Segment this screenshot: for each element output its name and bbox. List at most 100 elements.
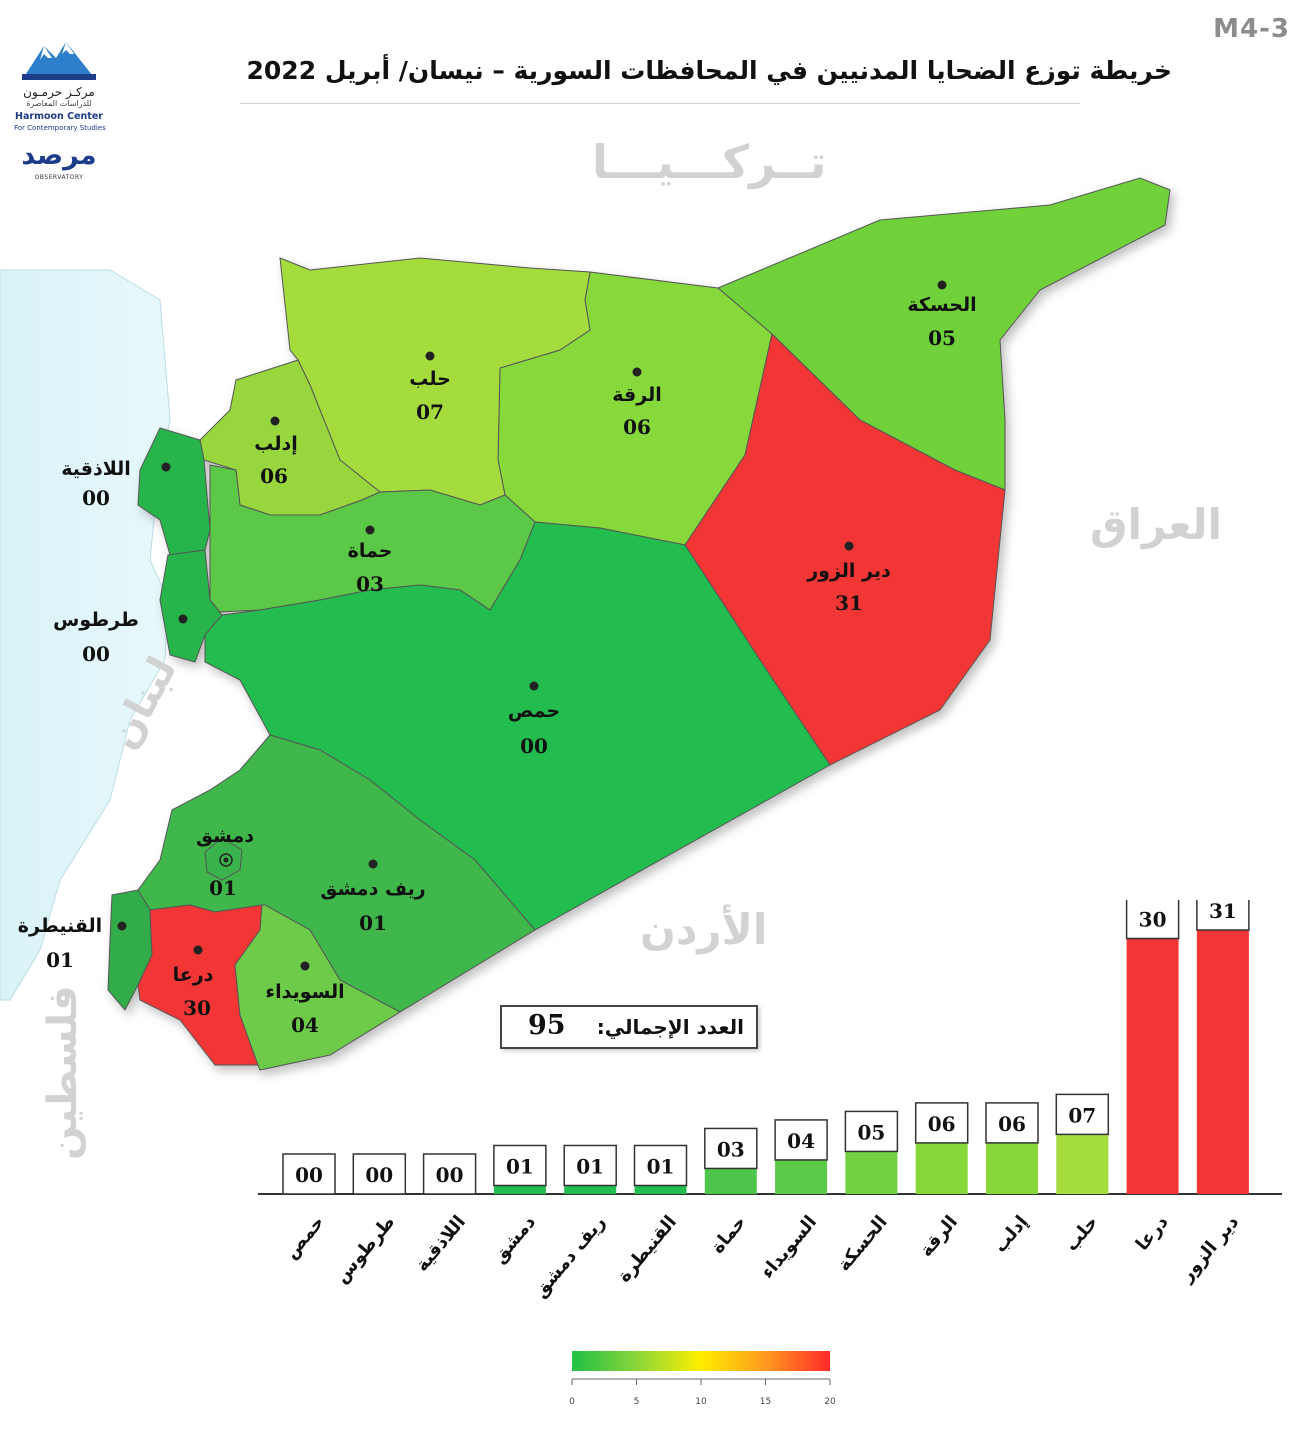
label-damascus-value: 01 <box>209 876 237 900</box>
bar-value-label: 06 <box>928 1112 956 1136</box>
region-damascus <box>204 837 243 881</box>
label-raqqa-name: الرقة <box>612 384 662 406</box>
harmoon-name-en: Harmoon Center <box>15 111 103 122</box>
bar-value-label: 04 <box>787 1129 815 1153</box>
bar <box>704 1168 757 1194</box>
color-scale-tick-label: 15 <box>759 1397 772 1407</box>
country-label-palestine: فلسطين <box>40 985 86 1160</box>
label-rif-dimashq-name: ريف دمشق <box>320 878 426 900</box>
label-quneitra-value: 01 <box>46 948 74 972</box>
label-damascus-name: دمشق <box>196 825 254 847</box>
country-label-jordan: الأردن <box>640 905 768 954</box>
label-rif-dimashq-value: 01 <box>359 911 387 935</box>
bar-value-box <box>914 1102 969 1144</box>
observatory-logo-en: OBSERVATORY <box>34 174 84 181</box>
bar-value-box <box>985 1102 1039 1144</box>
total-box <box>500 1005 758 1049</box>
bar-value-box <box>422 1153 477 1195</box>
label-idlib-value: 06 <box>260 464 288 488</box>
label-latakia-name: اللاذقية <box>61 458 131 480</box>
label-suwayda-name: السويداء <box>265 981 345 1003</box>
bar-value-box <box>704 1127 758 1170</box>
label-aleppo-name: حلب <box>409 368 451 390</box>
color-scale-legend <box>571 1351 831 1385</box>
bar-value-label: 05 <box>857 1120 885 1144</box>
bar <box>986 1142 1038 1194</box>
bar-value-box <box>563 1144 617 1187</box>
bar-chart: 00 00 00 01 01 01 03 04 05 06 06 07 30 31 <box>258 900 1282 1195</box>
bar-value-box <box>1196 900 1250 931</box>
color-scale-tick-label: 20 <box>824 1397 836 1407</box>
capital-dot-tartus <box>178 614 188 624</box>
capital-dot-rif-dimashq <box>368 859 378 869</box>
bar <box>493 1185 546 1194</box>
label-deir-ez-zor-name: دير الزور <box>807 560 891 582</box>
bar-value-label: 06 <box>998 1112 1026 1136</box>
bar-value-label: 00 <box>295 1163 323 1187</box>
bar-value-label: 00 <box>365 1163 393 1187</box>
bar <box>1056 1134 1109 1194</box>
label-deir-ez-zor-value: 31 <box>835 591 863 615</box>
harmoon-name-ar: مركـز حرمـون <box>23 85 95 99</box>
label-latakia-value: 00 <box>82 486 110 510</box>
bar-value-label: 07 <box>1068 1103 1096 1127</box>
region-homs <box>204 521 831 931</box>
page-title: خريطة توزع الضحايا المدنيين في المحافظات… <box>246 56 1172 85</box>
title-divider <box>240 103 1080 104</box>
total-value: 95 <box>528 1010 566 1041</box>
bar-value-box <box>844 1110 899 1153</box>
harmoon-logo <box>22 42 96 80</box>
capital-dot-quneitra <box>117 921 127 931</box>
label-daraa-name: درعا <box>172 964 214 986</box>
bar-value-label: 31 <box>1209 900 1237 923</box>
bar-value-label: 01 <box>576 1154 604 1178</box>
bar-value-label: 30 <box>1139 908 1167 932</box>
capital-dot-homs <box>529 681 539 691</box>
label-daraa-value: 30 <box>183 996 211 1020</box>
capital-dot-hasakah <box>937 280 947 290</box>
label-quneitra-name: القنيطرة <box>17 915 103 937</box>
label-idlib-name: إدلب <box>254 433 298 455</box>
color-scale-tick-label: 0 <box>569 1397 575 1407</box>
bar <box>915 1142 968 1194</box>
capital-dot-suwayda <box>300 961 310 971</box>
label-suwayda-value: 04 <box>291 1013 319 1037</box>
label-tartus-name: طرطوس <box>53 609 139 631</box>
label-hasakah-value: 05 <box>928 326 956 350</box>
bar-value-label: 00 <box>436 1163 464 1187</box>
total-label: العدد الإجمالي: <box>596 1015 744 1039</box>
capital-dot-idlib <box>270 416 280 426</box>
label-homs-value: 00 <box>520 734 548 758</box>
capital-dot-raqqa <box>632 367 642 377</box>
bar-value-label: 01 <box>647 1154 675 1178</box>
label-raqqa-value: 06 <box>623 415 651 439</box>
bar <box>775 1159 828 1194</box>
bar-value-box <box>282 1153 336 1195</box>
bar-value-box <box>774 1119 828 1161</box>
bar <box>1196 930 1249 1194</box>
bar-value-box <box>1125 900 1180 940</box>
observatory-logo-ar: مرصد <box>21 140 97 171</box>
capital-dot-aleppo <box>425 351 435 361</box>
bar <box>634 1185 687 1194</box>
bar <box>845 1151 898 1194</box>
mountain-icon <box>22 42 96 80</box>
label-tartus-value: 00 <box>82 642 110 666</box>
harmoon-subtitle-en: For Contemporary Studies <box>14 124 106 132</box>
label-homs-name: حمص <box>507 700 561 722</box>
country-label-iraq: العراق <box>1090 500 1222 549</box>
bar <box>1126 938 1179 1194</box>
bar-value-box <box>1055 1093 1110 1136</box>
capital-dot-daraa <box>193 945 203 955</box>
mediterranean-sea <box>0 269 171 1001</box>
bar-value-box <box>493 1144 547 1187</box>
bar-value-box <box>633 1144 688 1187</box>
figure-code: M4-3 <box>1213 14 1290 44</box>
bar-value-label: 01 <box>506 1154 534 1178</box>
capital-dot-hama <box>365 525 375 535</box>
color-scale-bar <box>572 1351 830 1371</box>
label-hama-name: حماة <box>347 540 393 562</box>
region-suwayda <box>234 904 402 1071</box>
